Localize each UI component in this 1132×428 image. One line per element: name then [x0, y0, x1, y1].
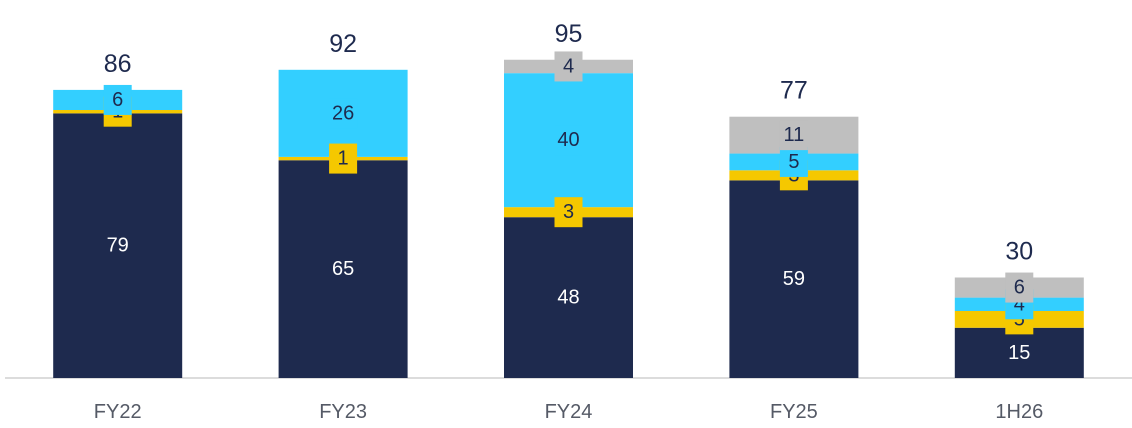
x-tick-label: FY23 — [319, 401, 367, 423]
x-tick-label: FY25 — [770, 401, 818, 423]
bar-segment — [954, 327, 1084, 378]
label-box — [1005, 272, 1034, 303]
segment-label: 40 — [557, 129, 579, 151]
label-box — [779, 120, 808, 151]
segment-label: 26 — [332, 102, 354, 124]
label-box — [554, 51, 583, 82]
segment-label: 6 — [1014, 277, 1025, 299]
segment-label: 11 — [784, 124, 805, 146]
segment-label: 5 — [788, 151, 799, 173]
total-label: 92 — [329, 30, 357, 58]
segment-label: 79 — [107, 235, 129, 257]
label-box — [329, 143, 358, 174]
segment-label: 6 — [112, 89, 123, 111]
segment-label: 4 — [563, 55, 574, 77]
total-label: 95 — [555, 20, 583, 48]
segment-label: 15 — [1008, 342, 1030, 364]
label-box — [554, 197, 583, 228]
label-box — [103, 84, 132, 115]
segment-label: 48 — [557, 287, 579, 309]
bar-segment — [53, 113, 183, 378]
segment-label: 1 — [338, 148, 349, 170]
segment-label: 59 — [783, 268, 805, 290]
bar-segment — [729, 180, 859, 378]
label-box — [554, 125, 583, 156]
label-box — [329, 98, 358, 129]
segment-label: 3 — [563, 201, 574, 223]
segment-label: 65 — [332, 258, 354, 280]
segment-label: 4 — [1014, 293, 1025, 315]
label-box — [779, 146, 808, 177]
bar-segment — [504, 217, 633, 378]
total-label: 30 — [1005, 238, 1033, 266]
x-tick-label: 1H26 — [995, 401, 1043, 423]
bar-segment — [278, 160, 408, 378]
x-tick-label: FY24 — [545, 401, 593, 423]
total-label: 77 — [780, 77, 808, 105]
x-tick-label: FY22 — [94, 401, 142, 423]
segment-label: 5 — [1014, 308, 1025, 330]
total-label: 86 — [104, 50, 132, 78]
